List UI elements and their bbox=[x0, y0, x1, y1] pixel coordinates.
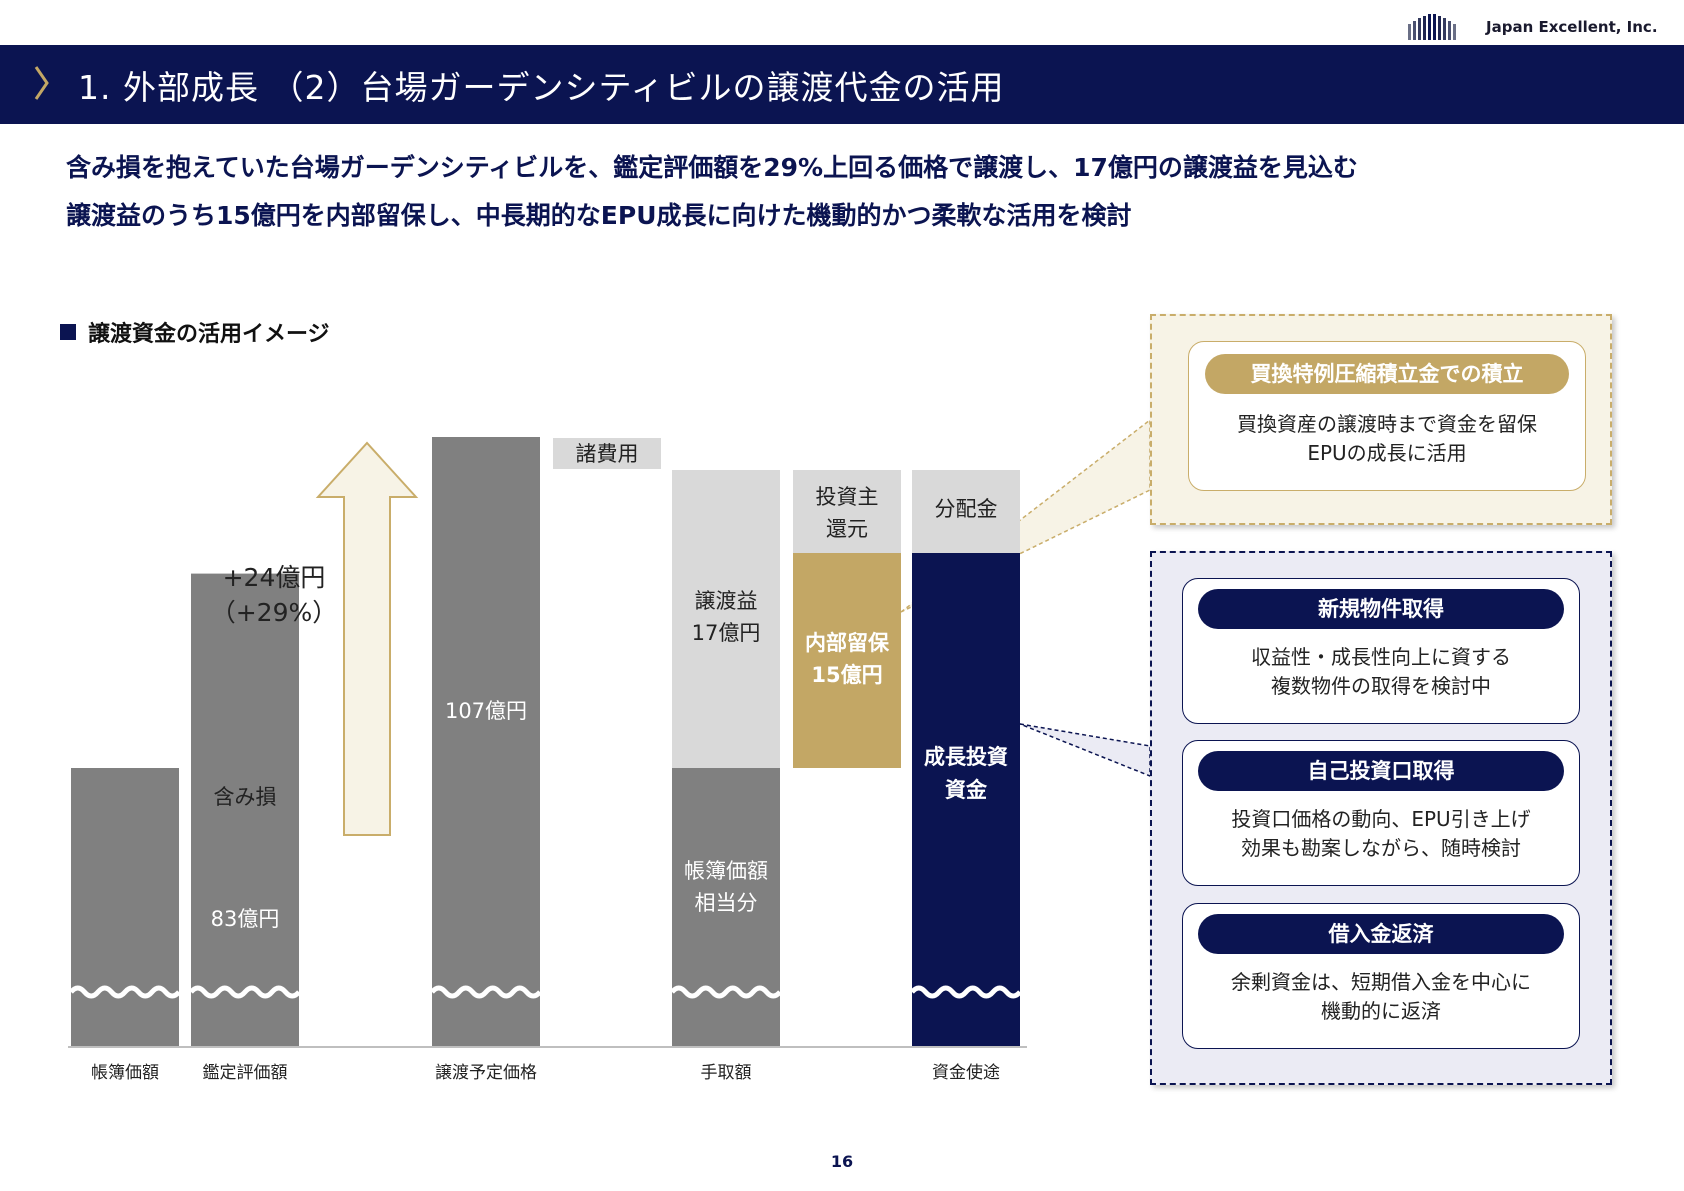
use-card-buyback-line-2: 効果も勘案しながら、随時検討 bbox=[1241, 836, 1521, 860]
use-card-repayment: 借入金返済 余剰資金は、短期借入金を中心に 機動的に返済 bbox=[1182, 903, 1580, 1049]
reserve-callout-card: 買換特例圧縮積立金での積立 買換資産の譲渡時まで資金を留保 EPUの成長に活用 bbox=[1188, 341, 1586, 491]
company-logo-icon bbox=[1408, 14, 1456, 40]
internal-reserve-amount-label: 15億円 bbox=[811, 663, 882, 687]
use-card-acquisition-title: 新規物件取得 bbox=[1198, 589, 1564, 629]
bar-distribution bbox=[912, 470, 1020, 553]
internal-reserve-label: 内部留保 bbox=[805, 631, 890, 655]
increase-percent-label: （+29%） bbox=[211, 598, 338, 627]
use-card-repayment-line-1: 余剰資金は、短期借入金を中心に bbox=[1231, 970, 1531, 994]
bar-internal-reserve bbox=[793, 553, 901, 768]
gain-on-sale-amount-label: 17億円 bbox=[692, 621, 761, 645]
square-bullet-icon bbox=[60, 324, 76, 340]
page-number: 16 bbox=[830, 1152, 854, 1171]
break-wave-5 bbox=[910, 985, 1022, 999]
reserve-callout-line-2: EPUの成長に活用 bbox=[1307, 441, 1467, 465]
expenses-label: 諸費用 bbox=[576, 442, 639, 466]
increase-arrow bbox=[315, 441, 419, 836]
appraisal-value-label: 83億円 bbox=[211, 907, 280, 931]
use-card-repayment-line-2: 機動的に返済 bbox=[1321, 999, 1441, 1023]
chevron-right-icon bbox=[34, 66, 49, 100]
bar-sale-price bbox=[432, 437, 540, 1046]
bar-appraisal-value bbox=[191, 573, 299, 1046]
break-wave-1 bbox=[69, 985, 181, 999]
sale-price-label: 107億円 bbox=[445, 699, 527, 723]
growth-investment-label-2: 資金 bbox=[945, 778, 988, 802]
book-value-portion-label-2: 相当分 bbox=[695, 891, 758, 915]
book-value-portion-label: 帳簿価額 bbox=[684, 859, 768, 883]
company-name: Japan Excellent, Inc. bbox=[1486, 18, 1658, 36]
growth-investment-label: 成長投資 bbox=[924, 745, 1008, 769]
increase-amount-label: +24億円 bbox=[223, 563, 326, 592]
section-title: 譲渡資金の活用イメージ bbox=[60, 316, 330, 348]
break-wave-3 bbox=[430, 985, 542, 999]
reserve-callout-line-1: 買換資産の譲渡時まで資金を留保 bbox=[1237, 412, 1537, 436]
reserve-callout-title: 買換特例圧縮積立金での積立 bbox=[1205, 354, 1569, 394]
category-label-3: 手取額 bbox=[701, 1063, 752, 1083]
unrealized-loss-label: 含み損 bbox=[214, 785, 277, 809]
gain-on-sale-label: 譲渡益 bbox=[695, 589, 758, 613]
use-card-repayment-title: 借入金返済 bbox=[1198, 914, 1564, 954]
uses-leader-shape bbox=[1019, 723, 1151, 778]
reserve-callout-box: 買換特例圧縮積立金での積立 買換資産の譲渡時まで資金を留保 EPUの成長に活用 bbox=[1150, 314, 1612, 525]
unitholder-return-label-2: 還元 bbox=[826, 517, 868, 541]
bar-book-value bbox=[71, 768, 179, 1046]
use-card-buyback-title: 自己投資口取得 bbox=[1198, 751, 1564, 791]
expenses-box bbox=[553, 438, 661, 469]
title-band: 1. 外部成長 （2）台場ガーデンシティビルの譲渡代金の活用 bbox=[0, 45, 1684, 124]
use-card-acquisition-line-2: 複数物件の取得を検討中 bbox=[1271, 674, 1491, 698]
break-wave-4 bbox=[670, 985, 782, 999]
section-title-text: 譲渡資金の活用イメージ bbox=[88, 322, 330, 347]
use-card-acquisition-line-1: 収益性・成長性向上に資する bbox=[1251, 645, 1511, 669]
bar-growth-investment bbox=[912, 553, 1020, 1046]
use-card-buyback: 自己投資口取得 投資口価格の動向、EPU引き上げ 効果も勘案しながら、随時検討 bbox=[1182, 740, 1580, 886]
bar-gain-on-sale bbox=[672, 470, 780, 768]
category-label-1: 鑑定評価額 bbox=[203, 1063, 288, 1083]
headline-line-2: 譲渡益のうち15億円を内部留保し、中長期的なEPU成長に向けた機動的かつ柔軟な活… bbox=[66, 201, 1132, 230]
distribution-label: 分配金 bbox=[935, 497, 998, 521]
headline-line-1: 含み損を抱えていた台場ガーデンシティビルを、鑑定評価額を29%上回る価格で譲渡し… bbox=[66, 153, 1358, 182]
growth-uses-box: 新規物件取得 収益性・成長性向上に資する 複数物件の取得を検討中 自己投資口取得… bbox=[1150, 551, 1612, 1085]
use-card-buyback-line-1: 投資口価格の動向、EPU引き上げ bbox=[1231, 807, 1531, 831]
category-label-2: 譲渡予定価格 bbox=[435, 1063, 537, 1083]
use-card-acquisition: 新規物件取得 収益性・成長性向上に資する 複数物件の取得を検討中 bbox=[1182, 578, 1580, 724]
bar-unitholder-return bbox=[793, 470, 901, 553]
category-label-0: 帳簿価額 bbox=[91, 1063, 159, 1083]
page-title: 1. 外部成長 （2）台場ガーデンシティビルの譲渡代金の活用 bbox=[78, 68, 1005, 107]
unitholder-return-label: 投資主 bbox=[816, 485, 879, 509]
bar-book-value-portion bbox=[672, 768, 780, 1046]
category-label-4: 資金使途 bbox=[932, 1062, 1000, 1083]
break-wave-2 bbox=[189, 985, 301, 999]
